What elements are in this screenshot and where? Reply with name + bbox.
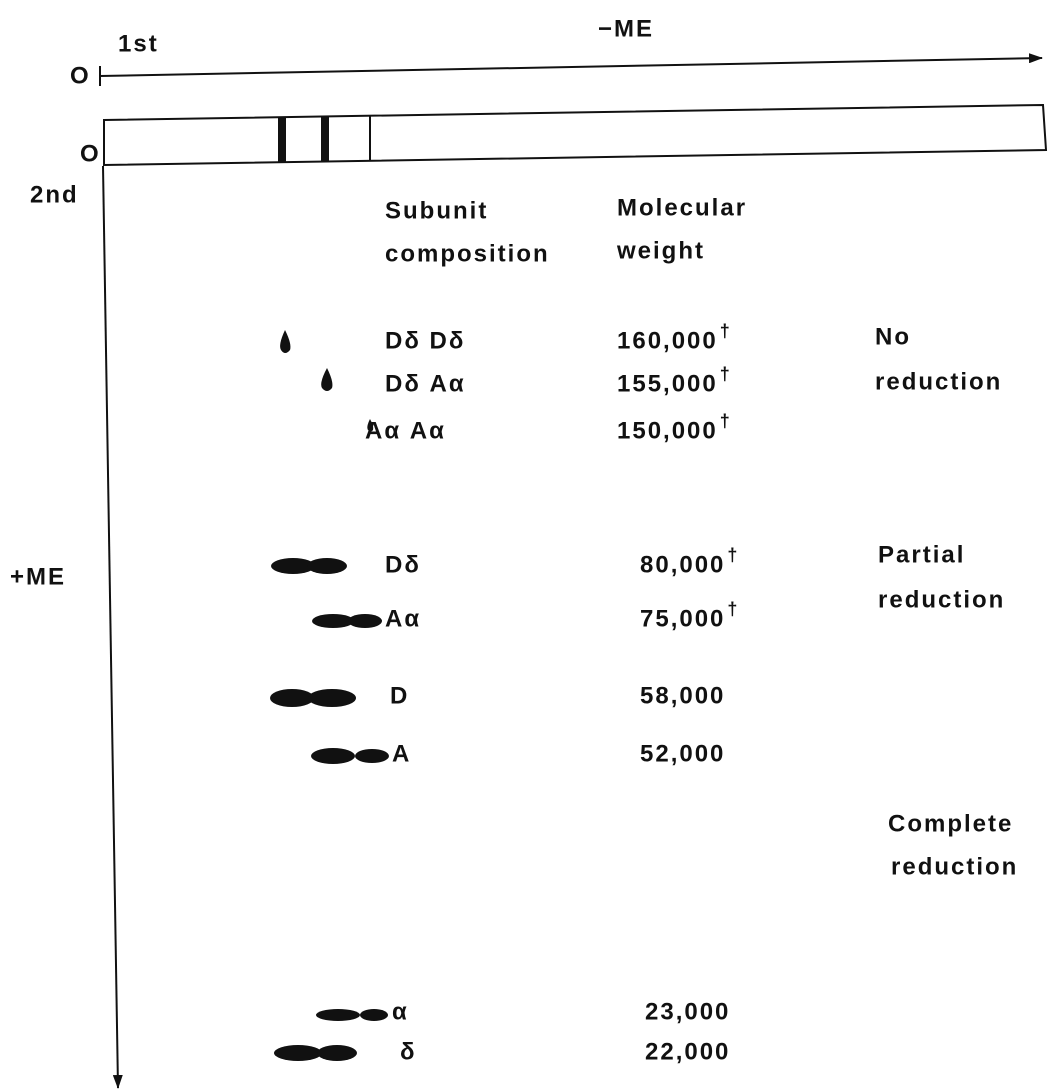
spot-pair [270, 558, 389, 1061]
group-label: reduction [875, 368, 1002, 395]
group-label: Partial [878, 541, 965, 568]
origin-label: O [80, 140, 101, 167]
molecular-weight: 160,000 [617, 327, 718, 354]
axis-label: +ME [10, 563, 66, 590]
group-label: reduction [891, 853, 1018, 880]
header: weight [616, 237, 705, 264]
subunit-composition: δ [400, 1038, 417, 1065]
band [278, 117, 286, 162]
subunit-composition: Aα Aα [365, 417, 446, 444]
header: composition [385, 240, 550, 267]
subunit-composition: α [392, 998, 409, 1025]
molecular-weight: 22,000 [645, 1038, 730, 1065]
group-label: reduction [878, 586, 1005, 613]
subunit-composition: Dδ Dδ [385, 327, 465, 354]
header: Subunit [385, 197, 488, 224]
footnote-mark: † [720, 364, 732, 384]
group-label: No [875, 323, 911, 350]
molecular-weight: 150,000 [617, 417, 718, 444]
footnote-mark: † [720, 321, 732, 341]
footnote-mark: † [720, 411, 732, 431]
first-dimension-arrow [100, 58, 1042, 76]
group-label: Complete [888, 810, 1013, 837]
second-dimension-arrow [103, 166, 118, 1088]
band [321, 116, 329, 161]
axis-label: −ME [598, 15, 654, 42]
header: Molecular [617, 194, 747, 221]
spot [280, 330, 290, 353]
footnote-mark: † [727, 545, 739, 565]
axis-label: 1st [118, 30, 159, 57]
subunit-composition: Dδ [385, 551, 421, 578]
origin-label: O [70, 62, 91, 89]
molecular-weight: 80,000 [640, 551, 725, 578]
diagram: 1st −ME O O 2nd +ME Subunit composition … [0, 0, 1053, 1092]
molecular-weight: 52,000 [640, 740, 725, 767]
molecular-weight: 58,000 [640, 682, 725, 709]
axis-label: 2nd [30, 181, 79, 208]
gel-strip [104, 105, 1046, 165]
molecular-weight: 23,000 [645, 998, 730, 1025]
molecular-weight: 75,000 [640, 605, 725, 632]
subunit-composition: Aα [385, 605, 421, 632]
spot [321, 368, 332, 391]
subunit-composition: A [392, 740, 411, 767]
footnote-mark: † [727, 599, 739, 619]
molecular-weight: 155,000 [617, 370, 718, 397]
subunit-composition: Dδ Aα [385, 370, 466, 397]
subunit-composition: D [390, 682, 409, 709]
